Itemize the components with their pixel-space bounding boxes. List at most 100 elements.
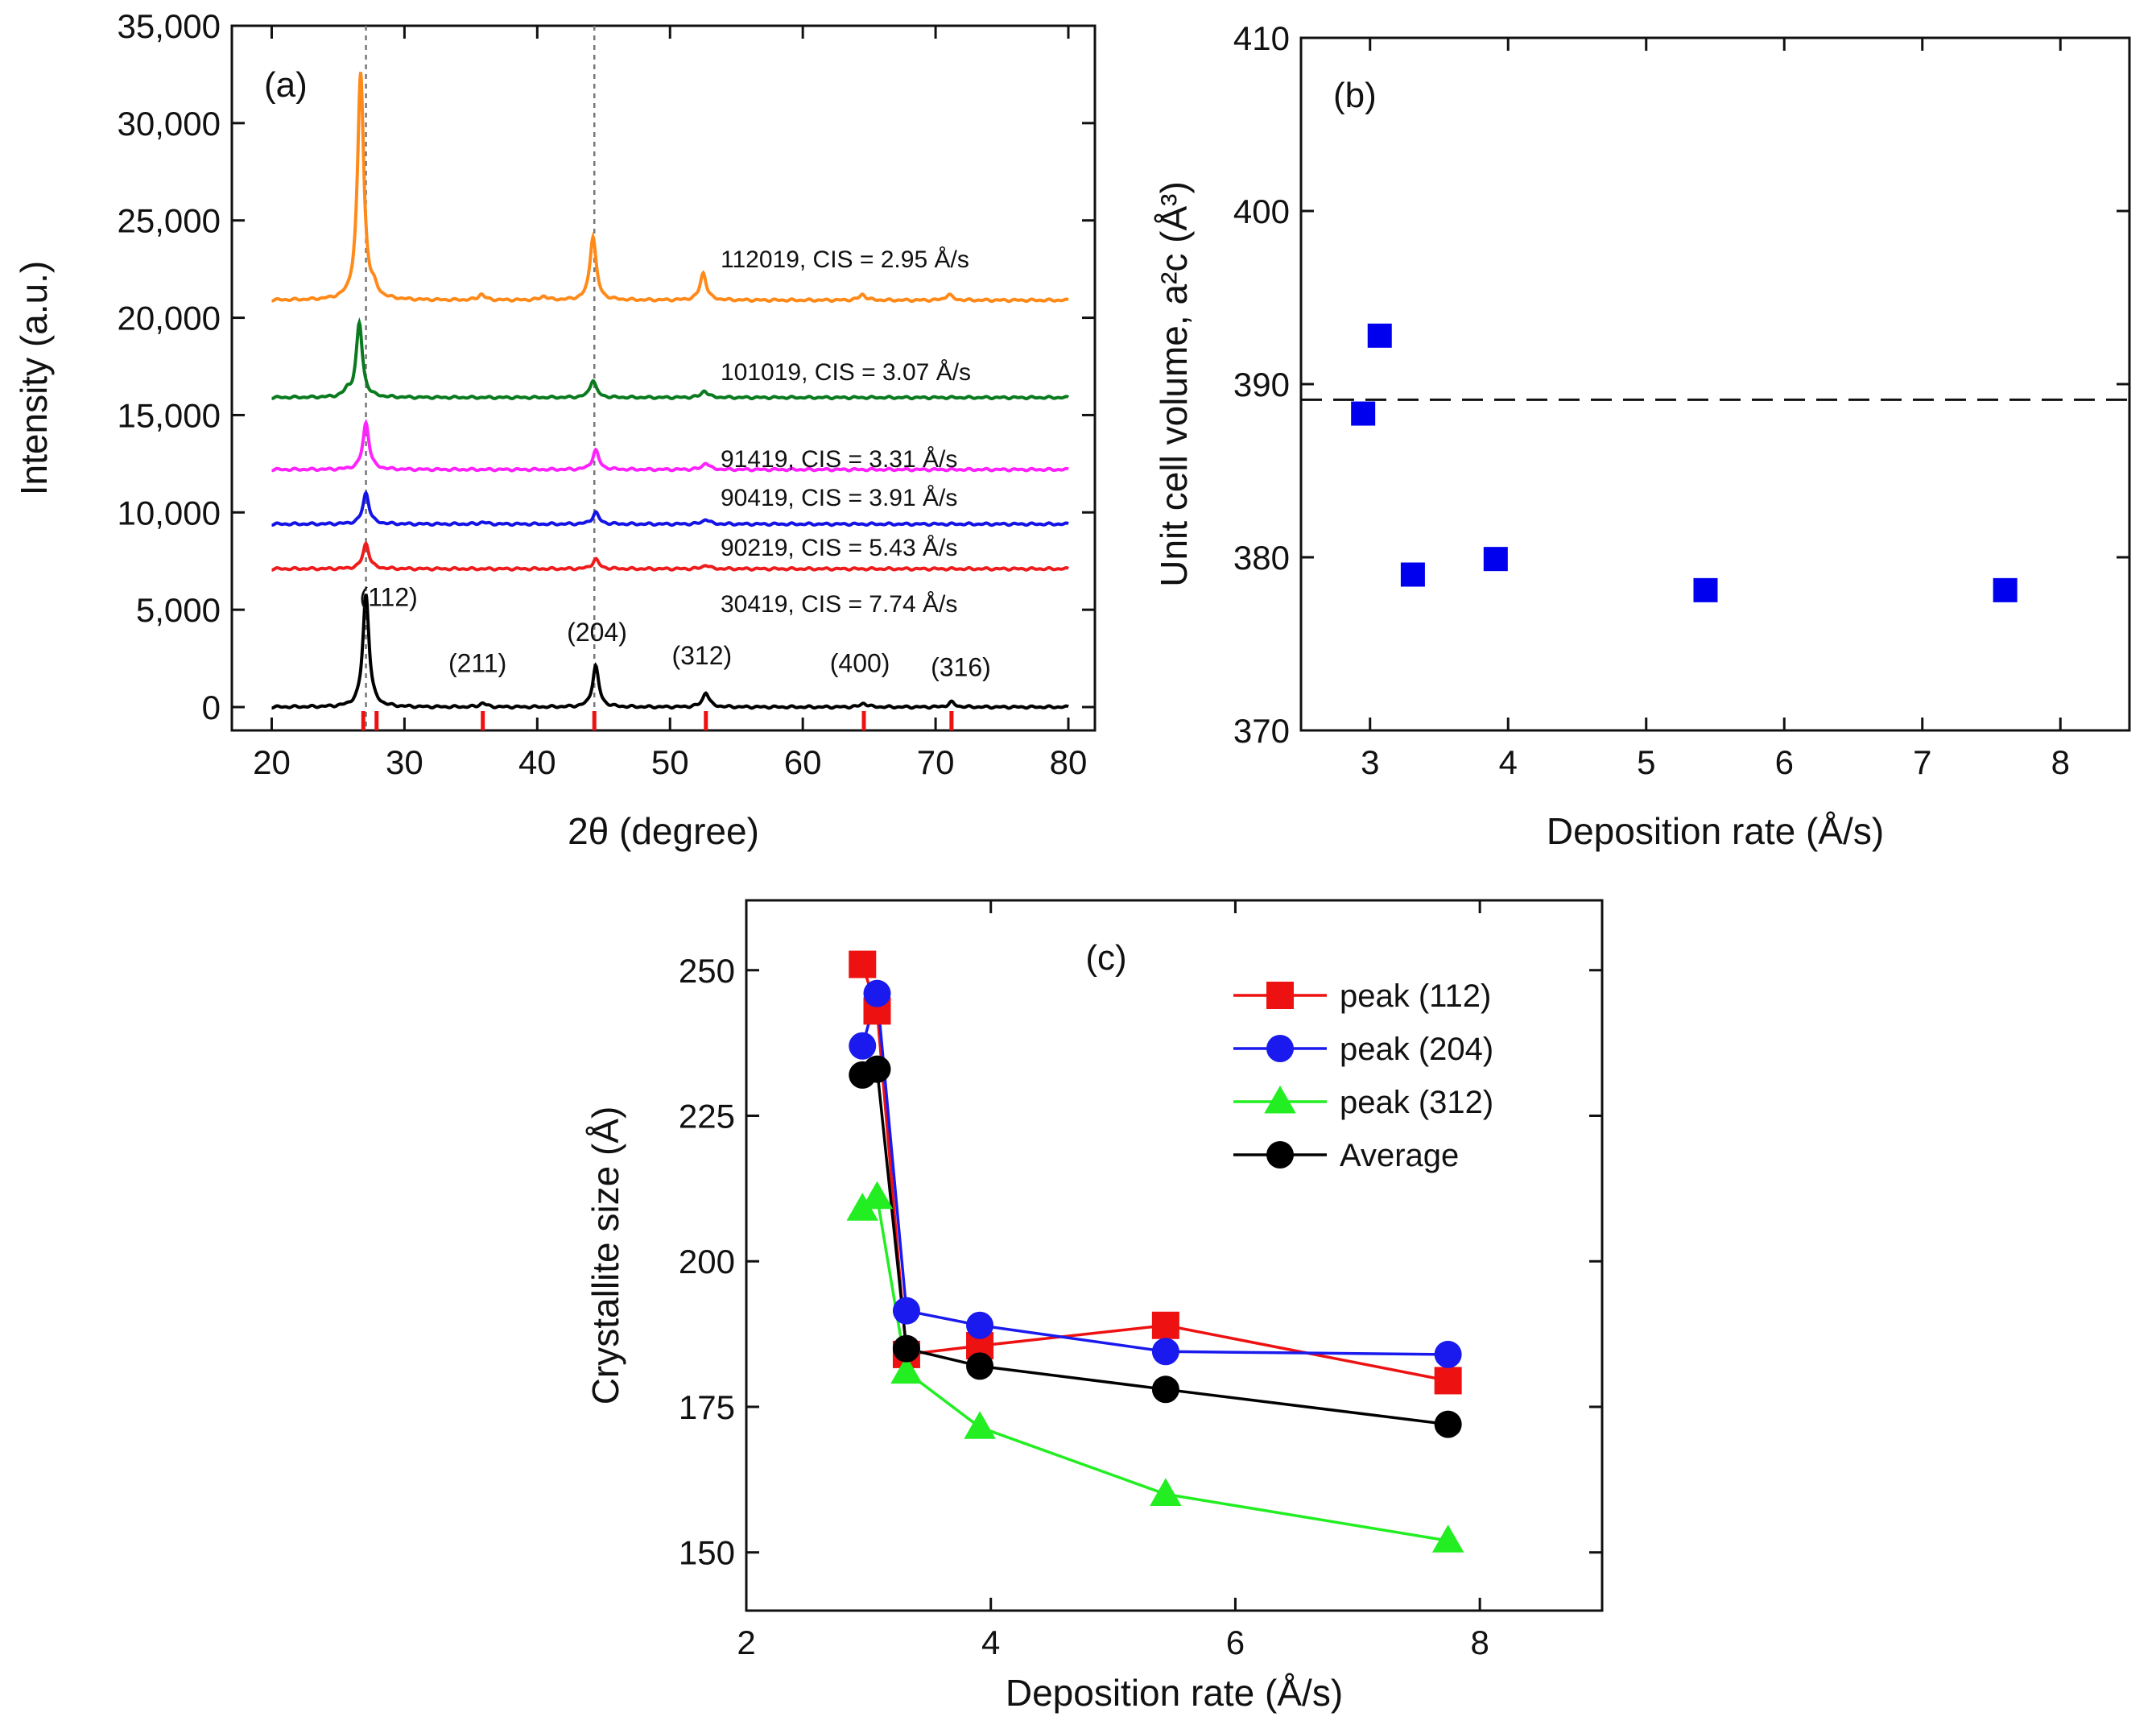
panel-b-y-tick-label: 390 — [1233, 366, 1290, 403]
panel-c-x-axis-label: Deposition rate (Å/s) — [1006, 1672, 1343, 1714]
panel-c-x-tick-label: 4 — [981, 1624, 1000, 1661]
panel-c-marker-peak-312- — [1150, 1478, 1182, 1506]
panel-c-y-tick-label: 150 — [679, 1534, 735, 1572]
panel-a-x-tick-label: 40 — [518, 743, 556, 781]
panel-a-plot-frame — [230, 24, 1097, 732]
panel-a-series-label-30419: 30419, CIS = 7.74 Å/s — [721, 591, 957, 618]
panel-c-marker-peak-112- — [1434, 1367, 1462, 1395]
panel-a-series-group — [271, 72, 1070, 710]
panel-a-series-line-90419 — [271, 490, 1069, 527]
panel-c-y-tick-label: 200 — [679, 1243, 735, 1280]
panel-b-data-point — [1400, 562, 1425, 587]
panel-c-y-tick-label: 225 — [679, 1097, 735, 1135]
panel-b-x-tick-label: 6 — [1775, 743, 1794, 781]
panel-c-marker-average — [863, 1055, 891, 1083]
panel-b-data-point — [1693, 577, 1718, 602]
panel-c-x-tick-label: 6 — [1226, 1624, 1245, 1661]
panel-b-x-axis-label: Deposition rate (Å/s) — [1547, 810, 1884, 852]
panel-b-x-tick-label: 7 — [1913, 743, 1931, 781]
panel-a-x-tick-label: 70 — [917, 743, 955, 781]
panel-c-marker-peak-312- — [964, 1411, 996, 1439]
panel-a-series-line-101019 — [271, 316, 1070, 401]
panel-c-marker-peak-112- — [1151, 1311, 1179, 1339]
panel-b-data-points — [1351, 323, 2018, 602]
panel-c-legend-label: Average — [1340, 1138, 1459, 1173]
panel-c-plot-frame — [745, 899, 1604, 1612]
panel-c-legend: peak (112) peak (204) peak (312) Average — [1233, 978, 1493, 1173]
panel-a-series-line-30419 — [271, 594, 1069, 710]
panel-b-y-tick-label: 380 — [1233, 539, 1290, 577]
panel-b-x-tick-label: 5 — [1637, 743, 1655, 781]
panel-c-y-tick-label: 175 — [679, 1388, 735, 1426]
panel-a-y-tick-label: 5,000 — [136, 591, 221, 629]
panel-c-marker-peak-312- — [846, 1193, 878, 1221]
panel-a-reference-peak-markers — [361, 711, 954, 730]
panel-b-tag: (b) — [1333, 76, 1377, 115]
panel-c-marker-peak-312- — [890, 1355, 923, 1384]
panel-c-series-markers — [846, 950, 1464, 1553]
panel-c-marker-peak-204- — [1434, 1340, 1462, 1368]
panel-b-x-tick-label: 3 — [1361, 743, 1379, 781]
panel-a-y-tick-label: 25,000 — [118, 202, 221, 240]
panel-a-peak-label: (211) — [448, 648, 506, 677]
panel-c-axis-ticks: 2 4 6 8 150 175 200 225 250 — [679, 900, 1602, 1661]
panel-c-line-average — [861, 1067, 1448, 1426]
panel-b-x-tick-label: 4 — [1499, 743, 1518, 781]
panel-b-y-tick-label: 370 — [1233, 712, 1290, 750]
panel-c-y-tick-label: 250 — [679, 952, 735, 990]
panel-a-x-tick-label: 60 — [784, 743, 822, 781]
panel-a-y-tick-label: 0 — [202, 689, 221, 726]
panel-c-marker-peak-204- — [1151, 1338, 1179, 1366]
panel-c-marker-average — [1434, 1410, 1462, 1438]
panel-a-y-tick-label: 10,000 — [118, 494, 221, 532]
panel-c-marker-average — [1151, 1375, 1179, 1404]
panel-c-legend-label: peak (312) — [1340, 1085, 1493, 1120]
panel-c-y-axis-label: Crystallite size (Å) — [584, 1106, 626, 1405]
panel-a-axis-ticks: 20 30 40 50 60 70 80 0 5,000 10,000 15,000 20,000 25… — [118, 7, 1095, 781]
panel-c-legend-marker — [1266, 1141, 1294, 1169]
panel-a-peak-label: (112) — [359, 582, 417, 611]
panel-c-legend-marker — [1266, 982, 1294, 1009]
panel-a-series-line-112019 — [271, 72, 1069, 304]
panel-a-xrd-patterns: 20 30 40 50 60 70 80 0 5,000 10,000 15,000 20,000 25… — [13, 7, 1097, 852]
panel-a-x-tick-label: 20 — [253, 743, 291, 781]
panel-b-axis-ticks: 3 4 5 6 7 8 370 380 390 400 410 — [1233, 19, 2129, 781]
panel-a-y-axis-label: Intensity (a.u.) — [13, 261, 55, 495]
panel-b-data-point — [1483, 547, 1508, 572]
panel-b-unit-cell-volume: 3 4 5 6 7 8 370 380 390 400 410 (b) Deposition rat… — [1153, 19, 2131, 852]
panel-a-series-labels: 30419, CIS = 7.74 Å/s 90219, CIS = 5.43 Å… — [721, 246, 971, 618]
panel-b-y-tick-label: 400 — [1233, 192, 1290, 230]
panel-a-peak-label: (312) — [671, 641, 732, 670]
panel-a-x-axis-label: 2θ (degree) — [568, 810, 759, 852]
panel-c-x-tick-label: 8 — [1470, 1624, 1489, 1661]
panel-c-x-tick-label: 2 — [737, 1624, 755, 1661]
panel-b-x-tick-label: 8 — [2051, 743, 2070, 781]
panel-a-x-tick-label: 80 — [1050, 743, 1088, 781]
panel-b-data-point — [1993, 577, 2018, 602]
panel-c-marker-peak-112- — [849, 950, 877, 978]
panel-a-series-label-90419: 90419, CIS = 3.91 Å/s — [721, 485, 957, 511]
panel-a-reference-lines — [365, 26, 596, 730]
panel-a-peak-label: (400) — [830, 648, 890, 677]
panel-c-marker-average — [966, 1352, 994, 1380]
panel-a-x-tick-label: 50 — [651, 743, 689, 781]
panel-a-y-tick-label: 15,000 — [118, 396, 221, 434]
panel-a-y-tick-label: 20,000 — [118, 300, 221, 337]
panel-a-series-label-91419: 91419, CIS = 3.31 Å/s — [721, 446, 957, 473]
panel-a-series-line-91419 — [271, 419, 1069, 473]
panel-a-series-label-112019: 112019, CIS = 2.95 Å/s — [721, 246, 969, 273]
panel-c-marker-peak-204- — [966, 1311, 994, 1339]
panel-a-y-tick-label: 30,000 — [118, 105, 221, 143]
panel-c-marker-peak-204- — [849, 1032, 877, 1060]
panel-b-data-point — [1351, 401, 1376, 426]
panel-c-legend-marker — [1266, 1035, 1294, 1062]
panel-c-marker-peak-312- — [1431, 1524, 1464, 1553]
panel-c-marker-peak-204- — [892, 1297, 920, 1325]
panel-a-peak-label: (316) — [931, 652, 991, 681]
panel-a-series-line-90219 — [271, 540, 1069, 572]
panel-a-peak-label: (204) — [567, 618, 627, 647]
panel-c-line-peak-312- — [861, 1194, 1448, 1542]
panel-b-plot-frame — [1299, 36, 2131, 732]
panel-c-legend-marker — [1264, 1085, 1296, 1114]
